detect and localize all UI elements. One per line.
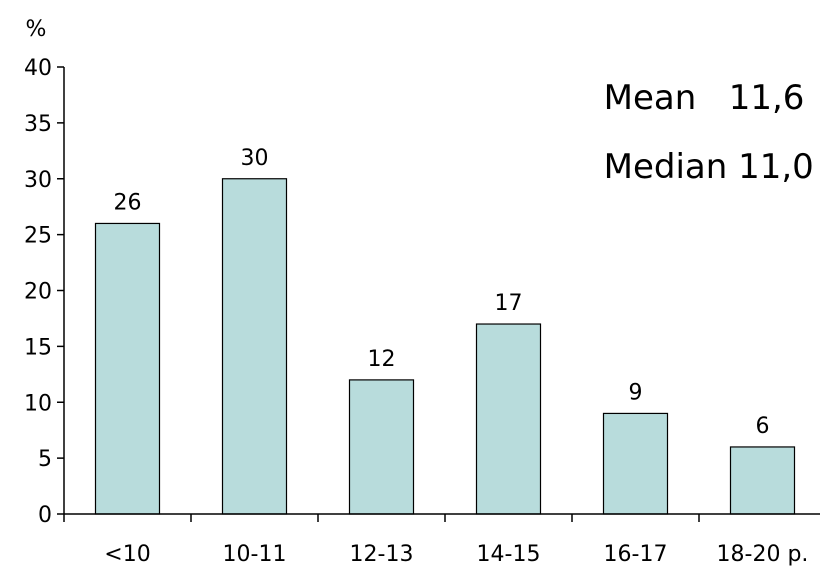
x-tick-label: 18-20 р. <box>717 542 809 567</box>
bar-value-label: 26 <box>114 190 142 215</box>
x-tick-label: <10 <box>104 542 150 567</box>
bar <box>602 412 669 515</box>
bar <box>729 446 796 515</box>
bar-value-label: 30 <box>241 146 269 171</box>
bars <box>94 178 796 515</box>
y-tick-label: 30 <box>24 168 52 193</box>
y-tick-label: 40 <box>24 56 52 81</box>
bar-value-label: 6 <box>756 414 770 439</box>
x-tick-label: 14-15 <box>477 542 541 567</box>
y-axis-unit-label: % <box>26 17 47 42</box>
y-tick-label: 0 <box>38 503 52 528</box>
y-tick-label: 25 <box>24 224 52 249</box>
y-tick-label: 10 <box>24 391 52 416</box>
x-tick-label: 12-13 <box>350 542 414 567</box>
bar-value-label: 17 <box>495 291 523 316</box>
median-label: Median <box>603 147 728 187</box>
median-value: 11,0 <box>738 147 814 187</box>
bar-value-label: 12 <box>368 347 396 372</box>
y-tick-label: 15 <box>24 335 52 360</box>
data-labels: 26 30 12 17 9 6 <box>114 146 770 439</box>
bar <box>221 178 288 515</box>
mean-value: 11,6 <box>728 78 805 118</box>
y-tick-label: 5 <box>38 447 52 472</box>
median-annotation: Median 11,0 <box>582 107 814 187</box>
bar <box>348 379 415 515</box>
bar <box>94 222 161 515</box>
x-tick-label: 16-17 <box>604 542 668 567</box>
x-axis: <10 10-11 12-13 14-15 16-17 18-20 р. <box>63 514 809 567</box>
mean-label: Mean <box>603 78 697 118</box>
y-tick-label: 35 <box>24 112 52 137</box>
y-axis: 0 5 10 15 20 25 30 35 40 <box>24 56 64 528</box>
x-tick-label: 10-11 <box>223 542 287 567</box>
bar <box>475 323 542 515</box>
y-tick-label: 20 <box>24 280 52 305</box>
mean-annotation: Mean 11,6 <box>582 38 805 118</box>
bar-value-label: 9 <box>629 380 643 405</box>
